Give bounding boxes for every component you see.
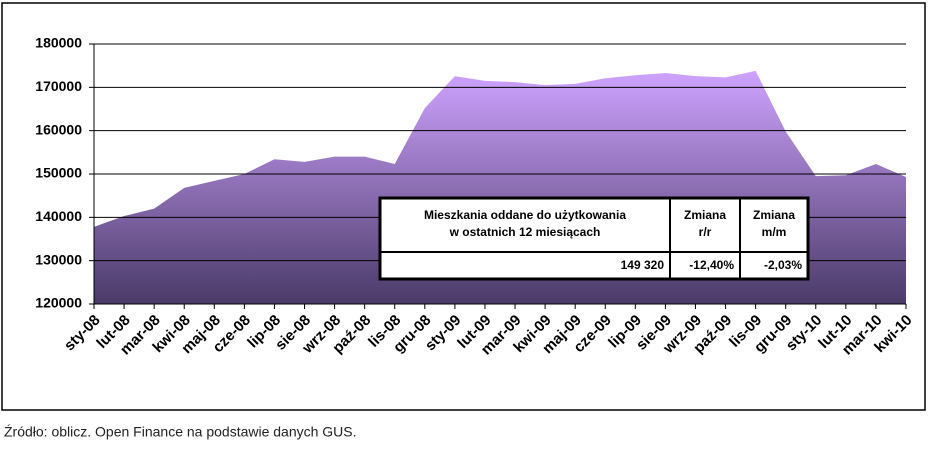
table-header: Zmiana (684, 208, 726, 222)
table-header: r/r (699, 225, 712, 239)
table-header: Mieszkania oddane do użytkowania (424, 208, 626, 222)
y-tick-label: 170000 (35, 78, 82, 94)
y-tick-label: 150000 (35, 165, 82, 181)
table-box (378, 196, 810, 281)
chart-frame (1, 2, 926, 411)
table-cell: -12,40% (689, 258, 734, 272)
table-header: w ostatnich 12 miesiącach (449, 225, 601, 239)
x-tick-label: sty-08 (61, 312, 104, 355)
table-header: Zmiana (753, 208, 795, 222)
y-tick-label: 130000 (35, 251, 82, 267)
table-cell: 149 320 (621, 258, 665, 272)
table-header: m/m (762, 225, 787, 239)
y-tick-label: 120000 (35, 295, 82, 311)
y-tick-label: 160000 (35, 121, 82, 137)
source-note: Źródło: oblicz. Open Finance na podstawi… (4, 424, 357, 440)
table-cell: -2,03% (764, 258, 802, 272)
y-tick-label: 140000 (35, 208, 82, 224)
y-tick-label: 180000 (35, 35, 82, 51)
